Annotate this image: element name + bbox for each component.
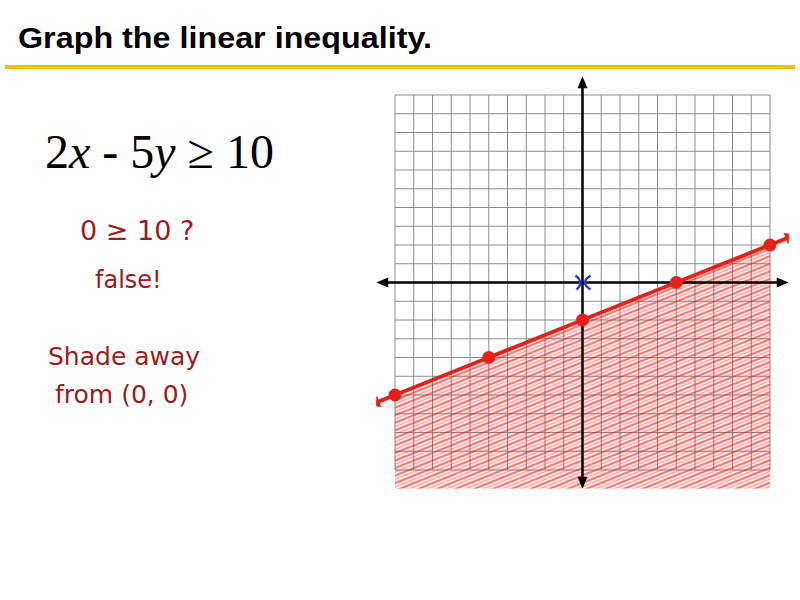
inequality-part: y	[149, 125, 176, 178]
axis-arrow	[777, 278, 789, 288]
boundary-arrow	[376, 396, 381, 407]
inequality-part: ≥ 10	[176, 125, 274, 178]
inequality-part: 2	[45, 125, 69, 178]
boundary-line	[395, 245, 770, 395]
boundary-arrow	[784, 233, 789, 244]
annotation: Shade away	[48, 342, 200, 371]
annotation: false!	[95, 266, 162, 294]
axis-arrow	[578, 477, 588, 489]
y-axis	[581, 84, 584, 481]
title-underline	[5, 65, 795, 69]
point-marker	[389, 389, 402, 402]
slide: Graph the linear inequality. 2x - 5y ≥ 10…	[0, 0, 800, 600]
inequality: 2x - 5y ≥ 10	[45, 125, 274, 178]
point-marker	[576, 314, 589, 327]
point-marker	[764, 239, 777, 252]
annotation: from (0, 0)	[55, 380, 188, 409]
title: Graph the linear inequality.	[18, 22, 432, 54]
background	[0, 0, 800, 600]
inequality-part: - 5	[90, 125, 154, 178]
axes	[376, 76, 789, 489]
point-marker	[670, 276, 683, 289]
inequality-part: x	[68, 125, 90, 178]
boundary	[376, 233, 789, 407]
axis-arrow	[578, 76, 588, 88]
axis-arrow	[376, 278, 388, 288]
point-marker	[482, 351, 495, 364]
test-point	[576, 276, 591, 290]
annotation: 0 ≥ 10 ?	[80, 215, 194, 246]
